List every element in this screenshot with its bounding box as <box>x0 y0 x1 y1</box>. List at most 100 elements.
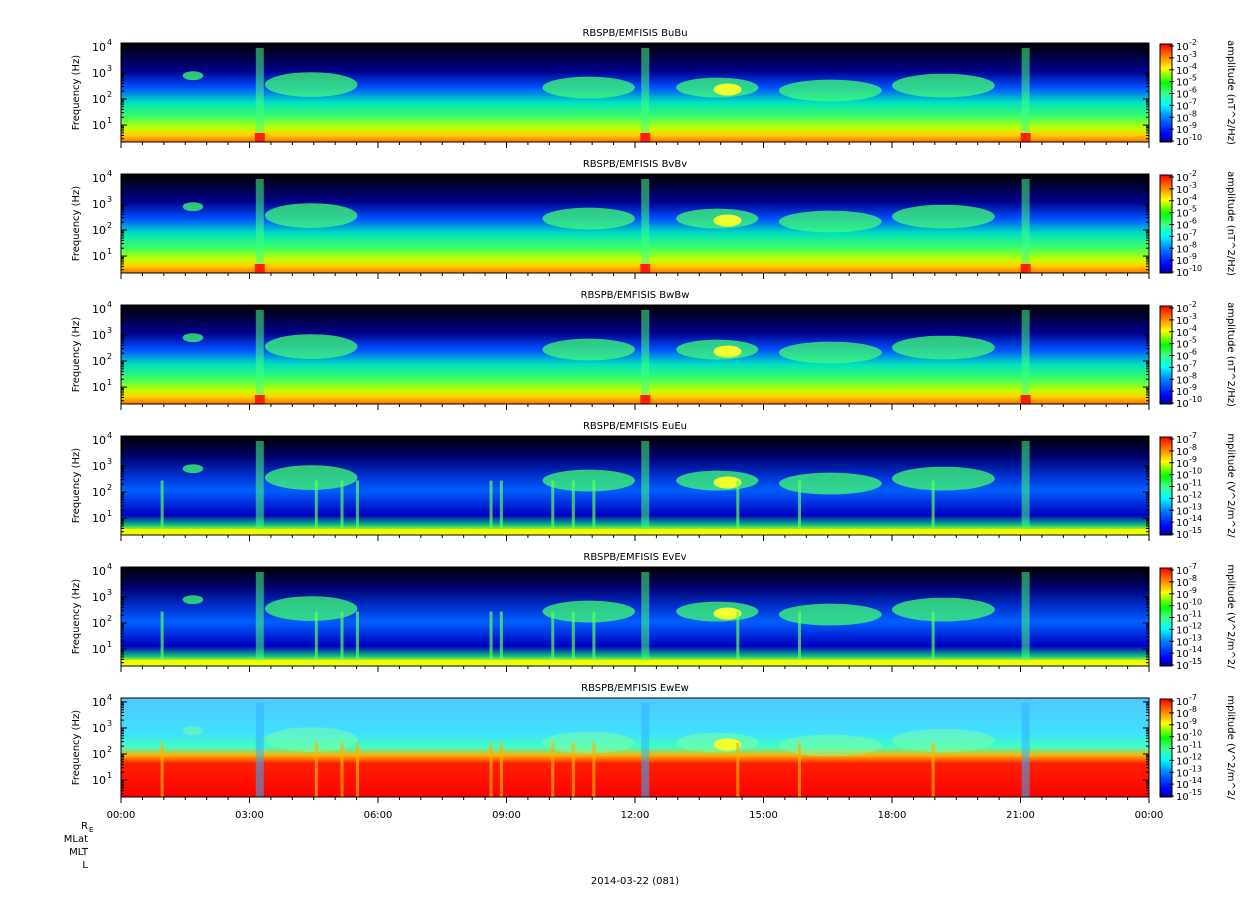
colorbar-tick-label: 10 <box>1176 614 1189 625</box>
burst-feature <box>255 178 264 273</box>
colorbar-tick-label: 10 <box>1176 340 1189 351</box>
emission-peak <box>713 83 742 96</box>
y-tick-exponent: 2 <box>107 483 112 492</box>
colorbar-tick-label: 10 <box>1176 792 1189 803</box>
ephemeris-label: L <box>82 860 88 871</box>
impulse-feature <box>551 480 555 535</box>
burst-feature <box>1021 47 1030 143</box>
colorbar-tick-label: 10 <box>1176 232 1189 243</box>
colorbar-tick-label: 10 <box>1176 209 1189 220</box>
y-tick-label: 10 <box>92 460 106 473</box>
emission-peak <box>713 738 742 751</box>
impulse-feature <box>499 611 503 666</box>
impulse-feature <box>592 742 596 797</box>
colorbar-tick-label: 10 <box>1176 328 1189 339</box>
colorbar-tick-label: 10 <box>1176 506 1189 517</box>
y-tick-exponent: 2 <box>107 745 112 754</box>
colorbar-tick-exponent: -15 <box>1189 657 1202 666</box>
colorbar-tick-label: 10 <box>1176 756 1189 767</box>
colorbar-label: amplitude (nT^2/Hz) <box>1225 171 1236 276</box>
y-tick-label: 10 <box>92 722 106 735</box>
colorbar-tick-exponent: -6 <box>1189 217 1197 226</box>
colorbar-tick-label: 10 <box>1176 566 1189 577</box>
burst-peak <box>640 133 651 142</box>
colorbar-tick-label: 10 <box>1176 137 1189 148</box>
colorbar-tick-label: 10 <box>1176 518 1189 529</box>
x-tick-label: 21:00 <box>1006 810 1035 821</box>
colorbar-tick-label: 10 <box>1176 90 1189 101</box>
impulse-feature <box>160 611 164 666</box>
y-tick-label: 10 <box>92 696 106 709</box>
colorbar-tick-exponent: -10 <box>1189 467 1202 476</box>
spectral-band <box>121 698 1149 797</box>
colorbar-tick-label: 10 <box>1176 125 1189 136</box>
burst-feature <box>641 309 650 404</box>
colorbar-tick-label: 10 <box>1176 197 1189 208</box>
y-tick-exponent: 3 <box>107 457 112 466</box>
colorbar-tick-label: 10 <box>1176 54 1189 65</box>
panel-title: RBSPB/EMFISIS EwEw <box>581 683 689 694</box>
emission-region <box>182 71 204 81</box>
impulse-feature <box>314 480 318 535</box>
colorbar-tick-label: 10 <box>1176 363 1189 374</box>
colorbar-tick-label: 10 <box>1176 244 1189 255</box>
colorbar-tick-exponent: -8 <box>1189 574 1197 583</box>
impulse-feature <box>592 480 596 535</box>
impulse-feature <box>797 611 801 666</box>
y-tick-exponent: 3 <box>107 64 112 73</box>
colorbar-tick-label: 10 <box>1176 42 1189 53</box>
emission-region <box>892 466 995 491</box>
spectral-band <box>121 305 1149 404</box>
emission-region <box>264 596 358 621</box>
y-tick-label: 10 <box>92 643 106 656</box>
colorbar-tick-label: 10 <box>1176 185 1189 196</box>
emission-peak <box>713 214 742 227</box>
y-tick-label: 10 <box>92 512 106 525</box>
colorbar-label: amplitude (nT^2/Hz) <box>1225 40 1236 145</box>
low-frequency-band <box>121 529 1149 535</box>
colorbar-label: amplitude (nT^2/Hz) <box>1225 302 1236 407</box>
colorbar-tick-exponent: -3 <box>1189 50 1197 59</box>
y-tick-exponent: 4 <box>107 300 112 309</box>
burst-feature <box>1021 702 1030 797</box>
colorbar-tick-exponent: -7 <box>1189 431 1197 440</box>
emission-region <box>264 72 358 97</box>
spectral-band <box>121 567 1149 666</box>
colorbar-tick-exponent: -10 <box>1189 395 1202 404</box>
y-tick-label: 10 <box>92 381 106 394</box>
colorbar-tick-exponent: -5 <box>1189 205 1197 214</box>
y-tick-label: 10 <box>92 565 106 578</box>
emission-region <box>542 338 635 361</box>
emission-region <box>778 603 882 626</box>
emission-region <box>892 73 995 98</box>
colorbar-tick-exponent: -11 <box>1189 741 1202 750</box>
x-tick-label: 15:00 <box>749 810 778 821</box>
impulse-feature <box>314 742 318 797</box>
impulse-feature <box>551 611 555 666</box>
panel-title: RBSPB/EMFISIS BwBw <box>581 290 690 301</box>
impulse-feature <box>931 611 935 666</box>
burst-peak <box>640 264 651 273</box>
burst-peak <box>640 395 651 404</box>
y-tick-label: 10 <box>92 250 106 263</box>
impulse-feature <box>571 742 575 797</box>
emission-region <box>892 597 995 622</box>
burst-feature <box>641 702 650 797</box>
colorbar-tick-label: 10 <box>1176 780 1189 791</box>
colorbar-tick-exponent: -12 <box>1189 490 1202 499</box>
burst-feature <box>1021 440 1030 535</box>
colorbar-tick-exponent: -6 <box>1189 348 1197 357</box>
impulse-feature <box>314 611 318 666</box>
colorbar-tick-label: 10 <box>1176 637 1189 648</box>
impulse-feature <box>499 742 503 797</box>
burst-feature <box>255 702 264 797</box>
colorbar-tick-exponent: -11 <box>1189 610 1202 619</box>
colorbar-tick-label: 10 <box>1176 733 1189 744</box>
burst-peak <box>254 264 265 273</box>
colorbar-tick-exponent: -10 <box>1189 264 1202 273</box>
emission-peak <box>713 345 742 358</box>
